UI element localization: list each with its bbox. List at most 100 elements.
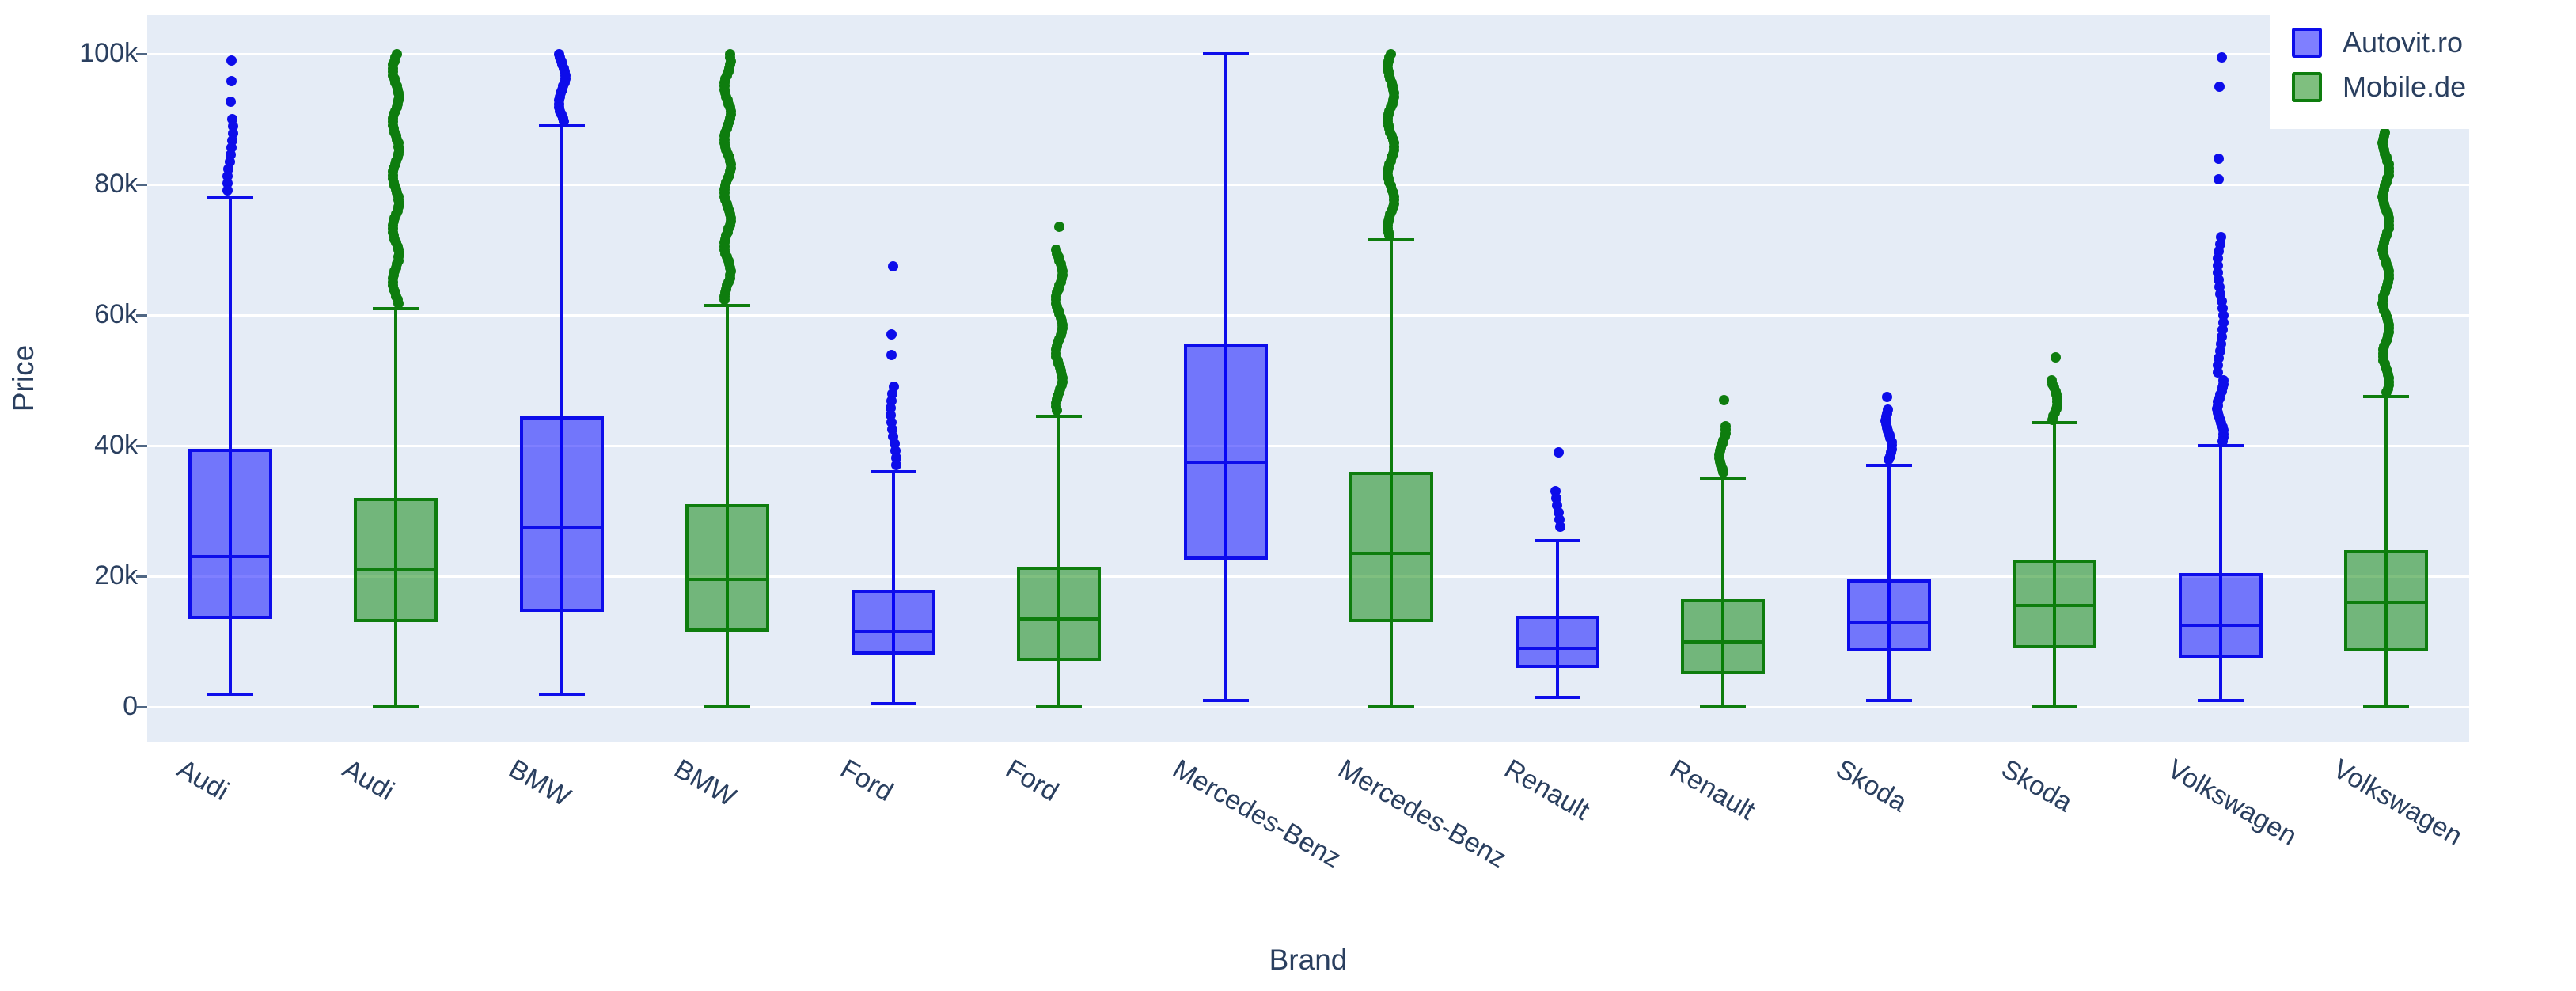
whisker-cap-top[interactable] <box>1036 414 1083 418</box>
outlier-dot[interactable] <box>393 298 404 309</box>
outlier-dot[interactable] <box>2217 435 2229 446</box>
whisker-cap-top[interactable] <box>1699 477 1746 480</box>
plot-area[interactable] <box>147 15 2469 742</box>
outlier-dot[interactable] <box>886 329 897 340</box>
box-rect[interactable] <box>852 589 936 655</box>
outlier-dot[interactable] <box>222 185 233 196</box>
box-rect[interactable] <box>1017 566 1102 662</box>
median-line[interactable] <box>2178 623 2263 627</box>
whisker-cap-bottom[interactable] <box>2031 705 2077 708</box>
median-line[interactable] <box>1183 460 1268 464</box>
outlier-dot[interactable] <box>886 350 897 361</box>
whisker-cap-bottom[interactable] <box>1699 705 1746 708</box>
outlier-dot[interactable] <box>1554 522 1565 533</box>
x-tick-label: Volkswagen <box>2162 754 2302 852</box>
outlier-dot[interactable] <box>1884 454 1895 465</box>
x-tick-label: Volkswagen <box>2328 754 2468 852</box>
whisker-cap-top[interactable] <box>1202 52 1249 55</box>
whisker-line[interactable] <box>229 197 233 694</box>
outlier-dot[interactable] <box>888 260 899 271</box>
outlier-dot[interactable] <box>1718 467 1729 478</box>
median-line[interactable] <box>1515 646 1599 650</box>
outlier-dot[interactable] <box>1051 404 1062 416</box>
outlier-dot[interactable] <box>2214 153 2225 164</box>
whisker-cap-bottom[interactable] <box>373 705 419 708</box>
whisker-cap-top[interactable] <box>207 196 254 199</box>
whisker-cap-bottom[interactable] <box>1368 705 1414 708</box>
outlier-dot[interactable] <box>1553 446 1564 458</box>
whisker-cap-bottom[interactable] <box>539 692 586 696</box>
outlier-dot[interactable] <box>719 294 730 305</box>
median-line[interactable] <box>520 526 605 530</box>
box-rect[interactable] <box>2178 572 2263 659</box>
whisker-cap-bottom[interactable] <box>704 705 751 708</box>
median-line[interactable] <box>2343 601 2428 604</box>
median-line[interactable] <box>1017 617 1102 621</box>
whisker-cap-bottom[interactable] <box>2362 705 2409 708</box>
median-line[interactable] <box>1680 640 1765 644</box>
autovit-legend-swatch-icon <box>2292 27 2322 58</box>
box-rect[interactable] <box>2343 550 2428 651</box>
gridline <box>147 575 2469 578</box>
whisker-cap-top[interactable] <box>1865 463 1912 467</box>
outlier-dot[interactable] <box>2212 366 2223 378</box>
outlier-dot[interactable] <box>226 55 237 66</box>
legend-item-mobile-de[interactable]: Mobile.de <box>2292 70 2576 104</box>
whisker-cap-bottom[interactable] <box>207 692 254 696</box>
whisker-line[interactable] <box>560 125 564 694</box>
box-rect[interactable] <box>685 504 770 632</box>
y-tick-mark-icon <box>136 575 147 578</box>
outlier-dot[interactable] <box>891 460 902 471</box>
box-rect[interactable] <box>520 416 605 613</box>
whisker-cap-top[interactable] <box>373 306 419 310</box>
whisker-cap-top[interactable] <box>1534 538 1580 542</box>
outlier-dot[interactable] <box>226 75 237 86</box>
outlier-dot[interactable] <box>1718 394 1729 405</box>
outlier-dot[interactable] <box>225 96 236 107</box>
median-line[interactable] <box>354 568 438 571</box>
outlier-dot[interactable] <box>1054 222 1065 233</box>
whisker-cap-bottom[interactable] <box>1865 698 1912 702</box>
box-rect[interactable] <box>1846 579 1931 651</box>
outlier-dot[interactable] <box>1384 230 1395 241</box>
gridline <box>147 313 2469 317</box>
median-line[interactable] <box>1846 620 1931 624</box>
outlier-dot[interactable] <box>2381 387 2392 397</box>
whisker-cap-bottom[interactable] <box>1534 695 1580 699</box>
box-rect[interactable] <box>1515 615 1599 668</box>
box-rect[interactable] <box>1680 598 1765 674</box>
outlier-dot[interactable] <box>2213 173 2224 184</box>
outlier-dot[interactable] <box>2050 352 2061 363</box>
median-line[interactable] <box>1349 552 1433 556</box>
whisker-cap-top[interactable] <box>704 303 751 307</box>
box-rect[interactable] <box>1349 472 1433 622</box>
median-line[interactable] <box>685 578 770 582</box>
outlier-dot[interactable] <box>1881 391 1892 402</box>
whisker-line[interactable] <box>1720 478 1724 707</box>
whisker-cap-bottom[interactable] <box>1036 705 1083 708</box>
x-tick-label: Audi <box>337 754 400 807</box>
whisker-cap-bottom[interactable] <box>2197 698 2244 702</box>
median-line[interactable] <box>852 630 936 634</box>
legend-label-mobile-de: Mobile.de <box>2343 70 2467 103</box>
gridline <box>147 444 2469 447</box>
whisker-cap-bottom[interactable] <box>871 701 917 705</box>
whisker-line[interactable] <box>892 472 896 704</box>
box-rect[interactable] <box>2012 560 2096 648</box>
outlier-dot[interactable] <box>2047 414 2058 425</box>
whisker-line[interactable] <box>1057 416 1061 707</box>
median-line[interactable] <box>188 555 273 559</box>
whisker-cap-bottom[interactable] <box>1202 698 1249 702</box>
y-axis-title: Price <box>7 344 40 412</box>
whisker-cap-top[interactable] <box>871 470 917 473</box>
outlier-dot[interactable] <box>559 116 570 127</box>
box-rect[interactable] <box>1183 344 1268 560</box>
median-line[interactable] <box>2012 604 2096 608</box>
box-rect[interactable] <box>188 449 273 619</box>
legend-item-autovit-ro[interactable]: Autovit.ro <box>2292 26 2576 59</box>
x-tick-label: Audi <box>172 754 234 807</box>
outlier-dot[interactable] <box>2214 81 2225 92</box>
box-rect[interactable] <box>354 498 438 622</box>
outlier-dot[interactable] <box>2217 51 2228 63</box>
